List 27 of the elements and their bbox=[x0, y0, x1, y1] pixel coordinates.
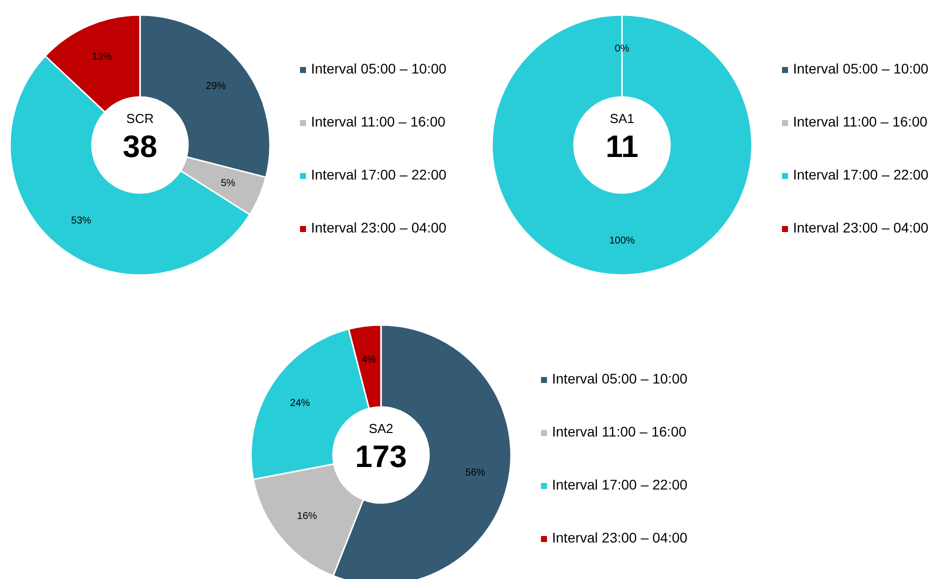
data-label: 100% bbox=[609, 236, 635, 247]
legend-label: Interval 17:00 – 22:00 bbox=[311, 166, 447, 183]
legend-label: Interval 11:00 – 16:00 bbox=[793, 114, 928, 130]
text: SCR bbox=[126, 111, 154, 126]
text: 173 bbox=[355, 439, 407, 474]
data-label: 16% bbox=[297, 510, 318, 522]
text: 38 bbox=[122, 129, 158, 164]
legend-label: Interval 05:00 – 10:00 bbox=[311, 60, 447, 77]
text: SA1 bbox=[610, 111, 634, 126]
text: 11 bbox=[606, 129, 638, 164]
text: SA2 bbox=[368, 421, 394, 436]
legend-label: Interval 17:00 – 22:00 bbox=[552, 476, 688, 493]
data-label: 24% bbox=[290, 398, 310, 410]
data-label: 56% bbox=[465, 468, 486, 479]
legend-label: Interval 17:00 – 22:00 bbox=[793, 166, 929, 183]
data-label: 53% bbox=[71, 215, 92, 226]
legend-label: Interval 11:00 – 16:00 bbox=[552, 424, 687, 440]
data-label: 4% bbox=[362, 354, 376, 366]
data-label: 5% bbox=[220, 178, 236, 189]
legend-label: Interval 05:00 – 10:00 bbox=[552, 370, 688, 387]
legend-label: Interval 23:00 – 04:00 bbox=[311, 220, 447, 236]
legend-label: Interval 23:00 – 04:00 bbox=[552, 530, 688, 546]
data-label: 29% bbox=[206, 80, 226, 92]
legend-label: Interval 05:00 – 10:00 bbox=[793, 60, 929, 77]
legend-label: Interval 23:00 – 04:00 bbox=[793, 220, 929, 236]
data-label: 13% bbox=[92, 52, 112, 63]
legend-label: Interval 11:00 – 16:00 bbox=[311, 114, 446, 130]
